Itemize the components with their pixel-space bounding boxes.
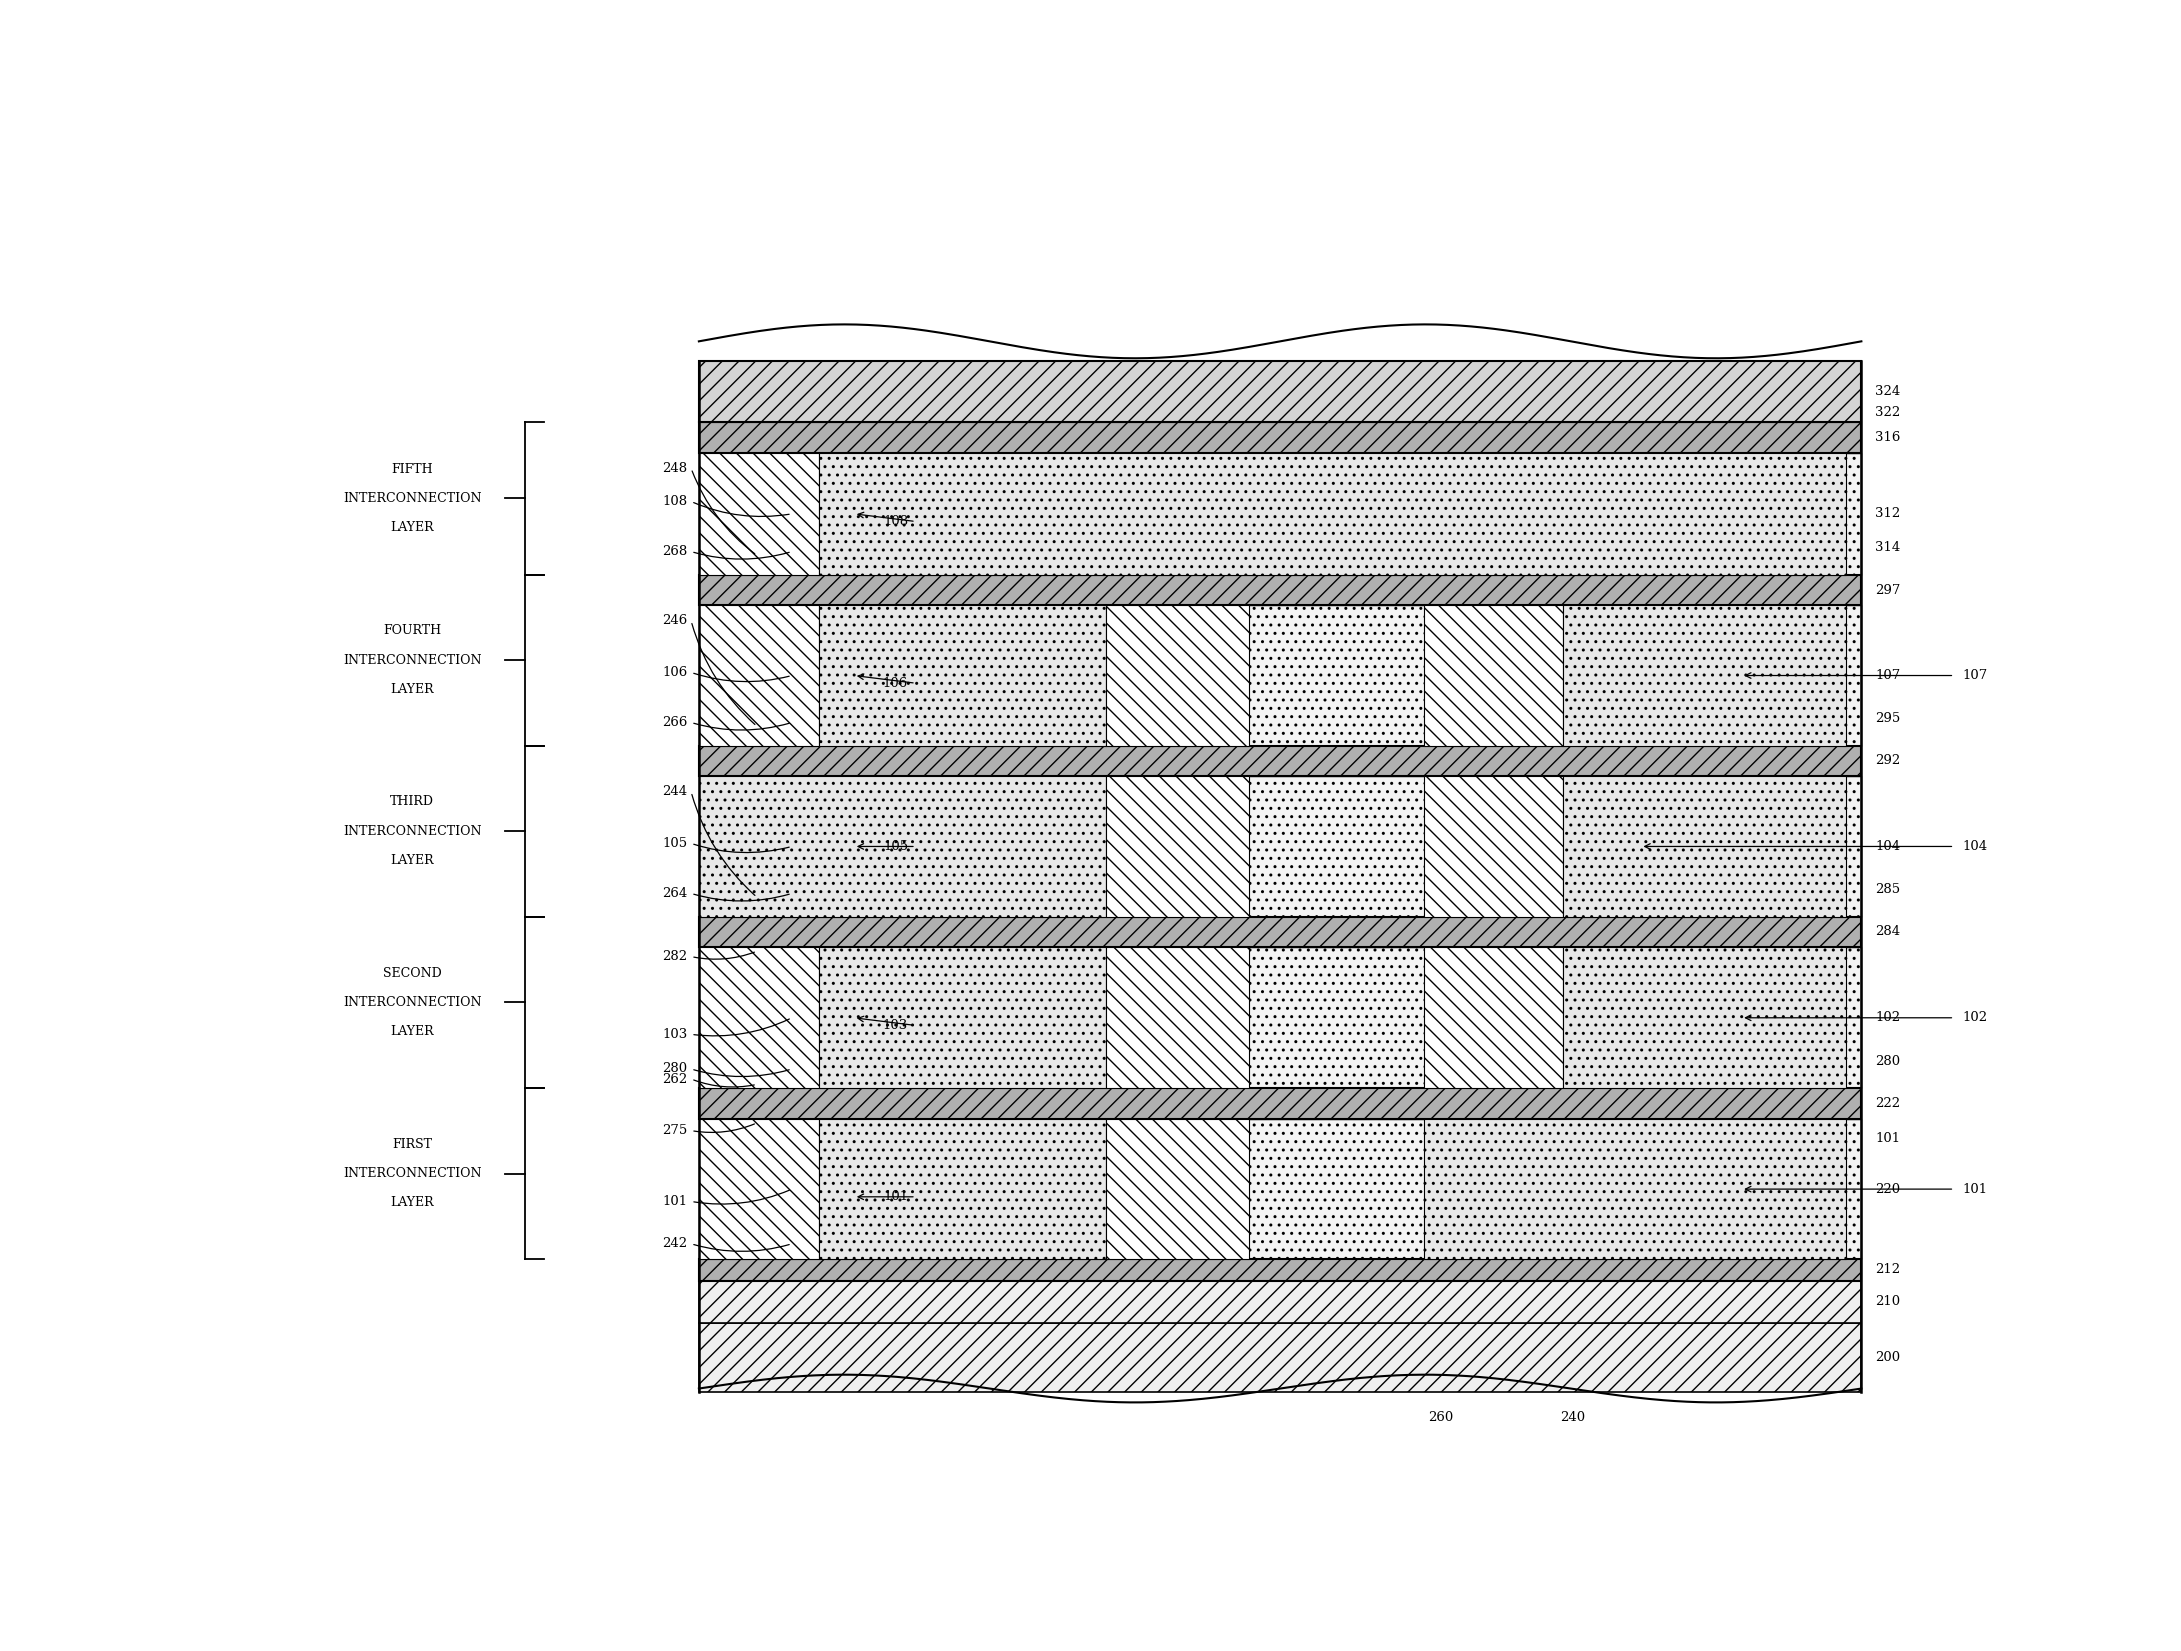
Bar bbox=[1564, 948, 1845, 1088]
Text: 246: 246 bbox=[663, 614, 687, 627]
Bar bbox=[820, 452, 1845, 575]
Text: 312: 312 bbox=[1876, 507, 1900, 520]
Text: 266: 266 bbox=[661, 717, 687, 730]
Text: SECOND: SECOND bbox=[382, 966, 441, 979]
Text: 102: 102 bbox=[1876, 1012, 1900, 1024]
Text: 103: 103 bbox=[883, 1019, 907, 1032]
Text: LAYER: LAYER bbox=[390, 1025, 434, 1038]
Bar bbox=[698, 1281, 1860, 1322]
Text: 222: 222 bbox=[1876, 1098, 1900, 1109]
Bar bbox=[820, 948, 1106, 1088]
Text: 275: 275 bbox=[663, 1124, 687, 1138]
Text: 101: 101 bbox=[883, 1190, 907, 1204]
Bar bbox=[698, 423, 1860, 452]
Bar bbox=[1106, 1119, 1250, 1260]
Text: 268: 268 bbox=[663, 545, 687, 558]
Text: 292: 292 bbox=[1876, 755, 1900, 768]
Text: 280: 280 bbox=[663, 1063, 687, 1075]
Text: 101: 101 bbox=[1876, 1133, 1900, 1144]
Text: 108: 108 bbox=[883, 515, 907, 528]
Text: 101: 101 bbox=[663, 1195, 687, 1209]
Text: 242: 242 bbox=[663, 1237, 687, 1250]
Text: 107: 107 bbox=[1963, 669, 1987, 682]
Text: 220: 220 bbox=[1876, 1182, 1900, 1195]
Text: 105: 105 bbox=[883, 840, 907, 854]
Text: FOURTH: FOURTH bbox=[384, 624, 441, 637]
Bar bbox=[1424, 1119, 1845, 1260]
Bar bbox=[1106, 606, 1250, 746]
Text: 264: 264 bbox=[663, 887, 687, 900]
Text: LAYER: LAYER bbox=[390, 854, 434, 867]
Bar bbox=[1106, 948, 1250, 1088]
Text: 103: 103 bbox=[663, 1029, 687, 1040]
Bar bbox=[1106, 776, 1250, 916]
Text: 200: 200 bbox=[1876, 1351, 1900, 1364]
Text: 210: 210 bbox=[1876, 1296, 1900, 1308]
Text: 314: 314 bbox=[1876, 542, 1900, 555]
Bar bbox=[698, 1260, 1860, 1281]
Bar bbox=[698, 948, 820, 1088]
Text: THIRD: THIRD bbox=[390, 796, 434, 809]
Bar bbox=[698, 452, 1860, 575]
Bar bbox=[698, 575, 1860, 606]
Text: INTERCONNECTION: INTERCONNECTION bbox=[342, 492, 482, 505]
Text: 102: 102 bbox=[1963, 1012, 1987, 1024]
Bar bbox=[698, 1322, 1860, 1392]
Text: 284: 284 bbox=[1876, 926, 1900, 938]
Text: 107: 107 bbox=[1876, 669, 1900, 682]
Bar bbox=[698, 1088, 1860, 1119]
Bar bbox=[698, 360, 1860, 423]
Text: 280: 280 bbox=[1876, 1055, 1900, 1068]
Text: 316: 316 bbox=[1876, 431, 1900, 444]
Text: INTERCONNECTION: INTERCONNECTION bbox=[342, 1167, 482, 1180]
Text: LAYER: LAYER bbox=[390, 684, 434, 695]
Text: 104: 104 bbox=[1876, 840, 1900, 854]
Text: 282: 282 bbox=[663, 949, 687, 963]
Text: 324: 324 bbox=[1876, 385, 1900, 398]
Text: 285: 285 bbox=[1876, 883, 1900, 896]
Text: 260: 260 bbox=[1429, 1410, 1453, 1423]
Text: 105: 105 bbox=[663, 837, 687, 850]
Bar bbox=[698, 606, 1860, 746]
Text: 106: 106 bbox=[883, 677, 907, 690]
Text: INTERCONNECTION: INTERCONNECTION bbox=[342, 824, 482, 837]
Bar bbox=[698, 776, 1860, 916]
Text: FIFTH: FIFTH bbox=[390, 462, 434, 475]
Text: 248: 248 bbox=[663, 462, 687, 475]
Bar bbox=[698, 746, 1860, 776]
Text: 212: 212 bbox=[1876, 1263, 1900, 1276]
Bar bbox=[698, 606, 820, 746]
Bar bbox=[698, 452, 820, 575]
Text: 101: 101 bbox=[1963, 1182, 1987, 1195]
Text: INTERCONNECTION: INTERCONNECTION bbox=[342, 654, 482, 667]
Text: FIRST: FIRST bbox=[393, 1138, 432, 1151]
Bar bbox=[698, 1119, 1860, 1260]
Bar bbox=[1564, 606, 1845, 746]
Text: 262: 262 bbox=[663, 1073, 687, 1085]
Bar bbox=[1424, 606, 1564, 746]
Bar bbox=[1424, 776, 1564, 916]
Text: 108: 108 bbox=[663, 495, 687, 509]
Text: INTERCONNECTION: INTERCONNECTION bbox=[342, 996, 482, 1009]
Bar bbox=[820, 606, 1106, 746]
Text: 244: 244 bbox=[663, 786, 687, 799]
Text: 106: 106 bbox=[663, 665, 687, 679]
Text: 295: 295 bbox=[1876, 712, 1900, 725]
Text: LAYER: LAYER bbox=[390, 1197, 434, 1210]
Bar bbox=[1564, 776, 1845, 916]
Text: 240: 240 bbox=[1559, 1410, 1586, 1423]
Bar bbox=[698, 948, 1860, 1088]
Bar bbox=[698, 916, 1860, 948]
Bar bbox=[1424, 948, 1564, 1088]
Text: LAYER: LAYER bbox=[390, 522, 434, 535]
Text: 104: 104 bbox=[1963, 840, 1987, 854]
Bar bbox=[820, 1119, 1106, 1260]
Text: 322: 322 bbox=[1876, 406, 1900, 419]
Text: 297: 297 bbox=[1876, 583, 1900, 596]
Bar bbox=[698, 1119, 820, 1260]
Bar bbox=[698, 776, 1106, 916]
